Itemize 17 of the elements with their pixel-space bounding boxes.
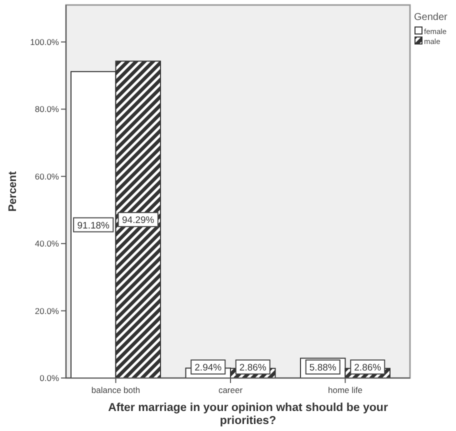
x-tick-label: balance both <box>91 385 140 395</box>
y-tick-label: 80.0% <box>34 104 60 114</box>
x-tick-label: career <box>218 385 243 395</box>
x-axis-title: After marriage in your opinion what should be your priorities? <box>108 402 388 427</box>
y-axis-title: Percent <box>7 170 19 212</box>
y-tick-label: 40.0% <box>34 238 60 249</box>
y-tick-label: 60.0% <box>34 171 60 182</box>
legend-title: Gender <box>414 12 448 23</box>
data-label: 5.88% <box>309 362 337 374</box>
data-label: 2.86% <box>239 362 267 374</box>
y-tick-label: 20.0% <box>34 306 60 316</box>
data-label: 94.29% <box>122 215 155 226</box>
y-tick-label: 100.0% <box>30 36 60 47</box>
data-label: 2.86% <box>354 362 382 374</box>
data-label: 91.18% <box>77 220 110 232</box>
x-tick-label: home life <box>328 385 363 395</box>
y-tick-label: 0.0% <box>40 373 60 383</box>
